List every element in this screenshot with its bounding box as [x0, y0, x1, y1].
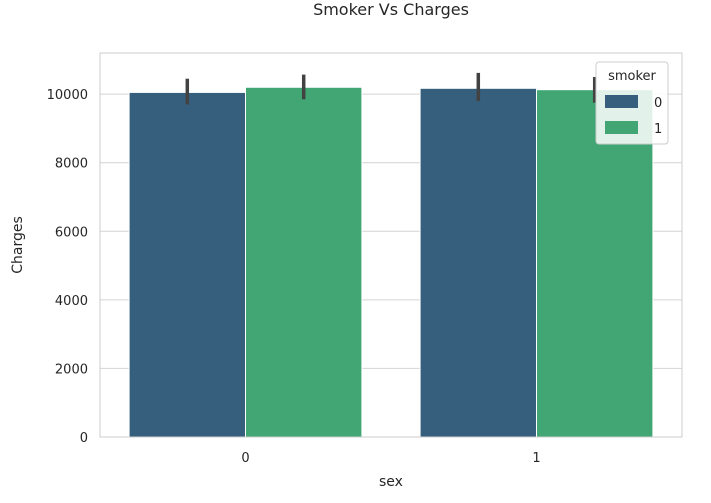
legend-label-0: 0: [654, 96, 662, 111]
y-tick-label: 0: [80, 431, 88, 446]
y-tick-label: 8000: [55, 157, 88, 172]
legend-title: smoker: [608, 69, 656, 84]
y-tick-label: 4000: [55, 294, 88, 309]
bar-series-1-cat-0: [245, 86, 363, 438]
legend: smoker 0 1: [595, 61, 669, 145]
error-bars: [185, 72, 597, 105]
y-axis-label: Charges: [10, 216, 26, 274]
bar-series-1-cat-1: [536, 89, 654, 438]
x-tick-label: 1: [532, 451, 540, 466]
bars: [128, 86, 654, 438]
bar-series-0-cat-1: [419, 87, 538, 438]
y-tick-label: 10000: [47, 88, 88, 103]
legend-swatch-0: [605, 95, 638, 108]
y-tick-label: 6000: [55, 225, 88, 240]
y-tick-label: 2000: [55, 362, 88, 377]
plot-frame: [99, 52, 683, 438]
chart-title: Smoker Vs Charges: [313, 0, 469, 19]
bar-series-0-cat-0: [128, 91, 247, 438]
y-tick-labels: 0 2000 4000 6000 8000 10000: [47, 88, 88, 446]
x-axis-label: sex: [379, 474, 403, 490]
x-tick-label: 0: [241, 451, 249, 466]
legend-label-1: 1: [654, 122, 662, 137]
legend-swatch-1: [605, 121, 638, 134]
